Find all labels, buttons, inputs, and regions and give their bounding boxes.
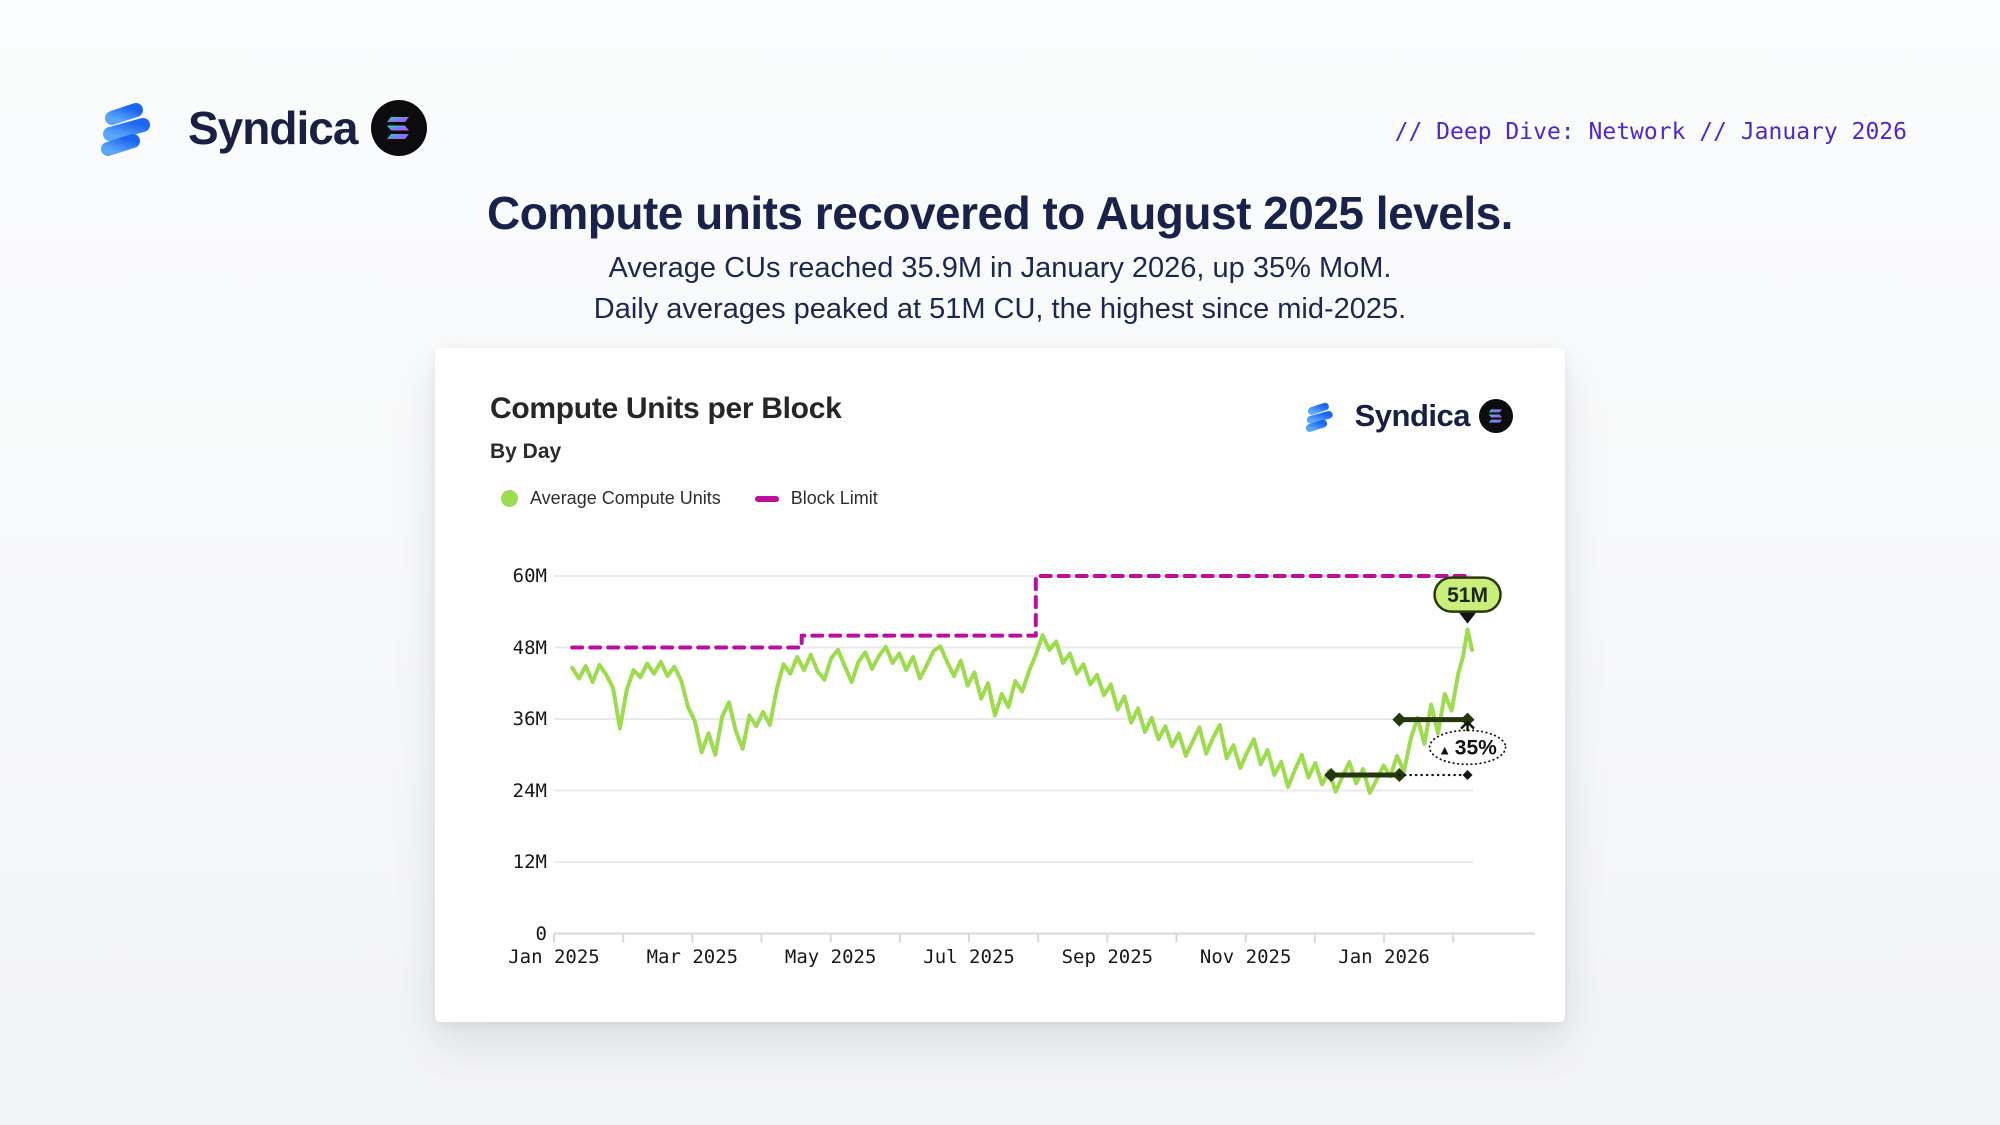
legend-item-block-limit: Block Limit — [754, 488, 878, 509]
x-tick-label: Jan 2025 — [508, 946, 600, 968]
peak-badge: 51M — [1433, 576, 1502, 624]
x-tick-label: Jan 2026 — [1338, 946, 1430, 968]
badge-label: 51M — [1447, 584, 1488, 607]
chart-subtitle: By Day — [490, 440, 562, 463]
solana-badge-icon — [1479, 399, 1513, 433]
chart-legend: Average Compute Units Block Limit — [501, 488, 878, 509]
syndica-logo-icon — [101, 103, 150, 156]
diamond-marker — [1460, 712, 1475, 727]
y-tick-label: 36M — [512, 708, 547, 730]
compute-units-chart: ▲ 35% 51M — [553, 574, 1535, 943]
chart-title: Compute Units per Block — [490, 392, 842, 425]
x-tick-label: Nov 2025 — [1199, 946, 1292, 968]
legend-item-average-compute-units: Average Compute Units — [501, 488, 721, 509]
y-tick-label: 12M — [512, 851, 547, 873]
series-average-compute-units — [570, 627, 1475, 795]
legend-label: Block Limit — [790, 488, 878, 508]
x-tick-label: Jul 2025 — [923, 946, 1015, 968]
up-arrow-icon — [1460, 720, 1475, 730]
page-title: Compute units recovered to August 2025 l… — [487, 187, 1513, 239]
legend-dot-icon — [501, 490, 518, 507]
brand-wordmark: Syndica — [1354, 398, 1471, 433]
percent-bubble — [1428, 729, 1507, 766]
brand-wordmark: Syndica — [188, 102, 358, 154]
chart-card: Compute Units per Block By Day Syndica — [435, 348, 1565, 1022]
legend-dash-icon — [754, 495, 779, 502]
page-subtitle-line1: Average CUs reached 35.9M in January 202… — [608, 252, 1392, 284]
percent-label: ▲ 35% — [1438, 736, 1497, 759]
y-tick-label: 48M — [512, 636, 547, 659]
y-tick-label: 60M — [512, 565, 547, 587]
series-block-limit — [570, 574, 1475, 650]
mom-annotation: ▲ 35% — [1324, 712, 1507, 783]
y-tick-label: 0 — [535, 922, 547, 945]
x-tick-label: May 2025 — [784, 946, 877, 968]
y-tick-label: 24M — [512, 779, 547, 802]
diamond-marker — [1324, 768, 1339, 783]
solana-badge-icon — [371, 100, 428, 156]
diamond-marker — [1462, 770, 1473, 781]
syndica-logo-icon — [1305, 402, 1333, 432]
x-tick-label: Sep 2025 — [1061, 946, 1154, 968]
card-brand: Syndica — [1304, 398, 1513, 434]
gridlines — [554, 575, 1535, 935]
x-axis-ticks — [553, 933, 1455, 943]
page-subtitle-line2: Daily averages peaked at 51M CU, the hig… — [593, 293, 1407, 325]
diamond-marker — [1392, 712, 1407, 727]
legend-label: Average Compute Units — [530, 488, 721, 508]
header-brand: Syndica — [98, 98, 428, 158]
badge-pointer-icon — [1459, 612, 1477, 624]
deep-dive-kicker: // Deep Dive: Network // January 2026 — [1394, 119, 1907, 145]
x-tick-label: Mar 2025 — [646, 946, 739, 968]
